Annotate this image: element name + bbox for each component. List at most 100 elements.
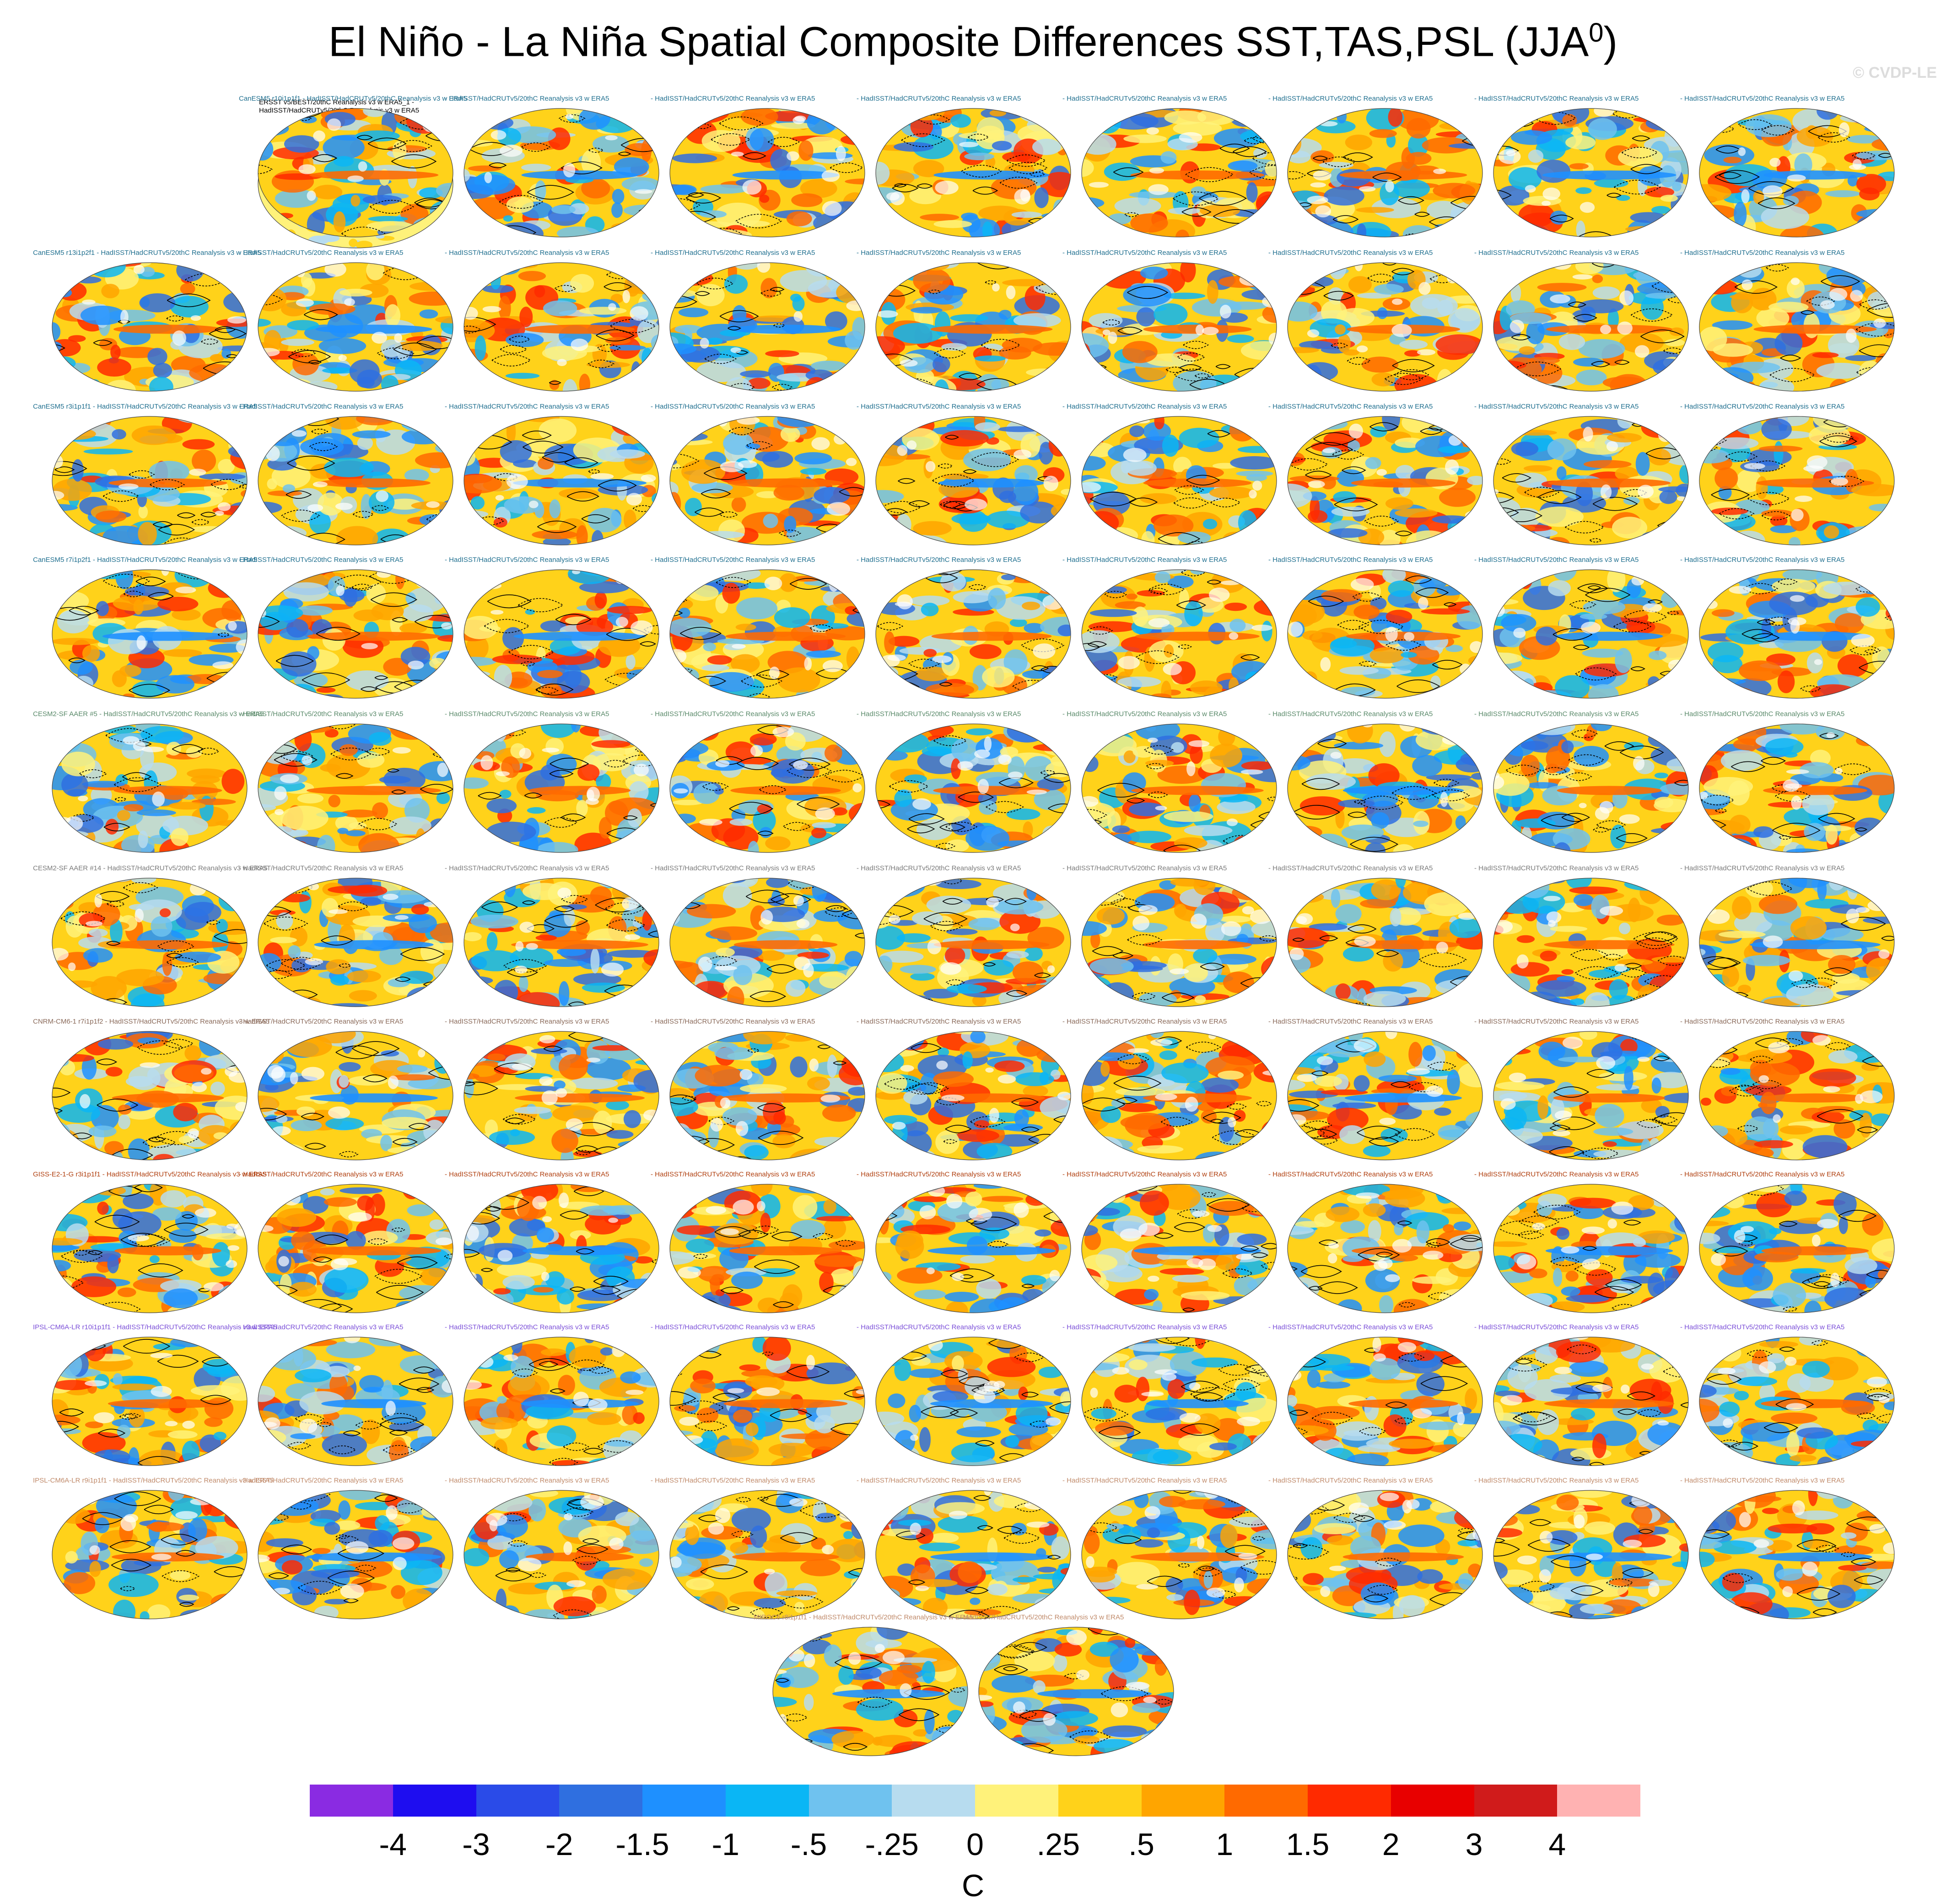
global-map (875, 262, 1071, 392)
map-panel-title: - HadISST/HadCRUTv5/20thC Reanalysis v3 … (651, 403, 815, 410)
map-panel: - HadISST/HadCRUTv5/20thC Reanalysis v3 … (239, 556, 454, 700)
global-map (52, 416, 248, 545)
map-panel: - HadISST/HadCRUTv5/20thC Reanalysis v3 … (445, 710, 660, 854)
map-panel: - HadISST/HadCRUTv5/20thC Reanalysis v3 … (1680, 1323, 1895, 1467)
map-panel: CanESM5 r10i1p1f1 - HadISST/HadCRUTv5/20… (239, 95, 467, 239)
map-panel: - HadISST/HadCRUTv5/20thC Reanalysis v3 … (857, 403, 1072, 547)
global-map (875, 723, 1071, 853)
map-panel: - HadISST/HadCRUTv5/20thC Reanalysis v3 … (1474, 710, 1689, 854)
global-map (1287, 416, 1483, 545)
colorbar-box (975, 1785, 1058, 1817)
map-panel: - HadISST/HadCRUTv5/20thC Reanalysis v3 … (1474, 403, 1689, 547)
map-panel: - HadISST/HadCRUTv5/20thC Reanalysis v3 … (1680, 864, 1895, 1009)
global-map (1287, 1490, 1483, 1619)
map-panel-title: - HadISST/HadCRUTv5/20thC Reanalysis v3 … (1680, 1018, 1845, 1025)
map-panel: - HadISST/HadCRUTv5/20thC Reanalysis v3 … (651, 864, 866, 1009)
map-panel: - HadISST/HadCRUTv5/20thC Reanalysis v3 … (1268, 710, 1483, 854)
global-map (1493, 1490, 1689, 1619)
global-map (464, 262, 659, 392)
global-map (1287, 1337, 1483, 1466)
map-panel: - HadISST/HadCRUTv5/20thC Reanalysis v3 … (857, 1477, 1072, 1621)
map-panel-title: - HadISST/HadCRUTv5/20thC Reanalysis v3 … (1474, 1323, 1639, 1331)
map-panel: - HadISST/HadCRUTv5/20thC Reanalysis v3 … (239, 403, 454, 547)
global-map (1493, 108, 1689, 237)
map-panel-title: - HadISST/HadCRUTv5/20thC Reanalysis v3 … (651, 864, 815, 872)
colorbar-tick-label: -1 (712, 1827, 739, 1862)
map-panel-title: CNRM-CM6-1 r7i1p1f2 - HadISST/HadCRUTv5/… (33, 1018, 270, 1025)
map-panel: - HadISST/HadCRUTv5/20thC Reanalysis v3 … (445, 1477, 660, 1621)
map-panel-title: - HadISST/HadCRUTv5/20thC Reanalysis v3 … (445, 1477, 609, 1484)
colorbar-box (1141, 1785, 1225, 1817)
map-panel: CESM2-SF AAER #5 - HadISST/HadCRUTv5/20t… (33, 710, 264, 854)
global-map (1493, 416, 1689, 545)
global-map (52, 569, 248, 699)
map-panel: - HadISST/HadCRUTv5/20thC Reanalysis v3 … (1680, 556, 1895, 700)
colorbar-tick-label: -3 (462, 1827, 490, 1862)
map-panel: GISS-E2-1-G r3i1p1f1 - HadISST/HadCRUTv5… (33, 1170, 267, 1315)
map-panel: - HadISST/HadCRUTv5/20thC Reanalysis v3 … (857, 1170, 1072, 1315)
map-panel: CanESM5 r13i1p2f1 - HadISST/HadCRUTv5/20… (33, 249, 261, 393)
colorbar-box (892, 1785, 975, 1817)
map-panel: CESM2-SF AAER #14 - HadISST/HadCRUTv5/20… (33, 864, 268, 1009)
map-panel: - HadISST/HadCRUTv5/20thC Reanalysis v3 … (1062, 710, 1278, 854)
map-panel-title: - HadISST/HadCRUTv5/20thC Reanalysis v3 … (1268, 403, 1433, 410)
global-map (1699, 1490, 1895, 1619)
map-panel-title: - HadISST/HadCRUTv5/20thC Reanalysis v3 … (1474, 249, 1639, 257)
global-map (875, 1031, 1071, 1160)
map-panel-title: - HadISST/HadCRUTv5/20thC Reanalysis v3 … (1680, 249, 1845, 257)
global-map (464, 1490, 659, 1619)
global-map (1493, 1337, 1689, 1466)
map-panel-title: - HadISST/HadCRUTv5/20thC Reanalysis v3 … (1680, 403, 1845, 410)
map-panel-title: - HadISST/HadCRUTv5/20thC Reanalysis v3 … (239, 556, 404, 564)
global-map (669, 416, 865, 545)
map-panel-title: - HadISST/HadCRUTv5/20thC Reanalysis v3 … (1268, 1170, 1433, 1178)
map-panel-title: - HadISST/HadCRUTv5/20thC Reanalysis v3 … (1062, 710, 1227, 718)
map-panel: - HadISST/HadCRUTv5/20thC Reanalysis v3 … (1474, 249, 1689, 393)
colorbar-box (1308, 1785, 1391, 1817)
map-panel-title: - HadISST/HadCRUTv5/20thC Reanalysis v3 … (651, 1323, 815, 1331)
colorbar-box (559, 1785, 642, 1817)
map-panel-title: CanESM5 r10i1p1f1 - HadISST/HadCRUTv5/20… (239, 95, 467, 102)
global-map (875, 569, 1071, 699)
map-panel: - HadISST/HadCRUTv5/20thC Reanalysis v3 … (1680, 710, 1895, 854)
map-panel-title: - HadISST/HadCRUTv5/20thC Reanalysis v3 … (651, 1018, 815, 1025)
map-panel: - HadISST/HadCRUTv5/20thC Reanalysis v3 … (445, 864, 660, 1009)
map-panel-title: - HadISST/HadCRUTv5/20thC Reanalysis v3 … (239, 1018, 404, 1025)
map-panel-title: - HadISST/HadCRUTv5/20thC Reanalysis v3 … (445, 249, 609, 257)
map-panel-title: - HadISST/HadCRUTv5/20thC Reanalysis v3 … (857, 710, 1021, 718)
global-map (875, 108, 1071, 237)
map-panel: - HadISST/HadCRUTv5/20thC Reanalysis v3 … (1474, 556, 1689, 700)
map-panel: - HadISST/HadCRUTv5/20thC Reanalysis v3 … (1062, 1477, 1278, 1621)
global-map (258, 1184, 453, 1313)
map-panel: - HadISST/HadCRUTv5/20thC Reanalysis v3 … (1062, 556, 1278, 700)
map-panel: - HadISST/HadCRUTv5/20thC Reanalysis v3 … (1268, 1477, 1483, 1621)
map-panel: CanESM5 r3i1p1f1 - HadISST/HadCRUTv5/20t… (33, 403, 257, 547)
map-panel: - HadISST/HadCRUTv5/20thC Reanalysis v3 … (239, 1323, 454, 1467)
map-panel: - HadISST/HadCRUTv5/20thC Reanalysis v3 … (1268, 1323, 1483, 1467)
global-map (669, 569, 865, 699)
global-map (464, 878, 659, 1007)
global-map (875, 1490, 1071, 1619)
global-map (258, 108, 453, 237)
global-map (1287, 1184, 1483, 1313)
map-panel: - HadISST/HadCRUTv5/20thC Reanalysis v3 … (239, 249, 454, 393)
map-panel-title: - HadISST/HadCRUTv5/20thC Reanalysis v3 … (1680, 95, 1845, 102)
map-panel-title: - HadISST/HadCRUTv5/20thC Reanalysis v3 … (651, 1477, 815, 1484)
global-map (669, 878, 865, 1007)
global-map (772, 1627, 968, 1756)
global-map (1287, 878, 1483, 1007)
colorbar-box (1557, 1785, 1640, 1817)
global-map (978, 1627, 1174, 1756)
map-panel-title: - HadISST/HadCRUTv5/20thC Reanalysis v3 … (1474, 403, 1639, 410)
colorbar-tick-label: 2 (1382, 1827, 1400, 1862)
map-panel: - HadISST/HadCRUTv5/20thC Reanalysis v3 … (1474, 864, 1689, 1009)
colorbar-tick-label: -1.5 (615, 1827, 669, 1862)
global-map (1287, 723, 1483, 853)
global-map (1081, 723, 1277, 853)
map-panel: - HadISST/HadCRUTv5/20thC Reanalysis v3 … (1680, 403, 1895, 547)
map-panel-title: - HadISST/HadCRUTv5/20thC Reanalysis v3 … (651, 710, 815, 718)
global-map (464, 1184, 659, 1313)
map-panel-title: - HadISST/HadCRUTv5/20thC Reanalysis v3 … (1268, 95, 1433, 102)
global-map (875, 1184, 1071, 1313)
map-panel: - HadISST/HadCRUTv5/20thC Reanalysis v3 … (1474, 1323, 1689, 1467)
